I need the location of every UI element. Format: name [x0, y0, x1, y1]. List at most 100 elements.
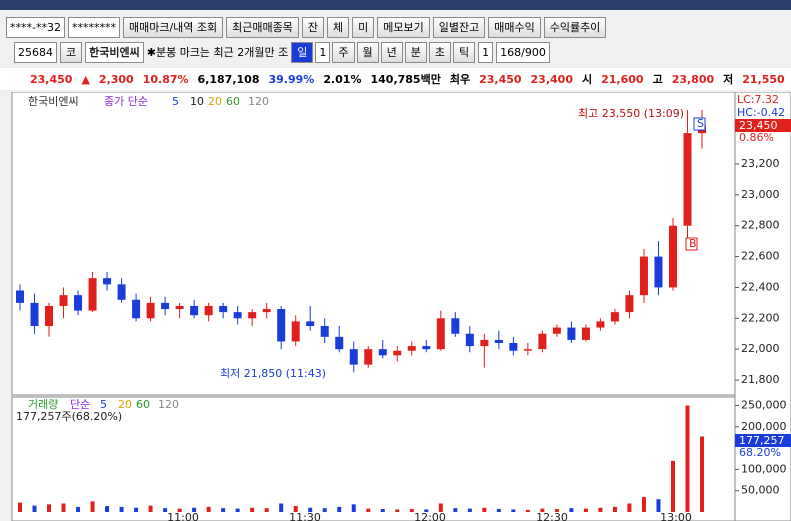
- stock-name: 한국비엔씨: [85, 41, 144, 63]
- candle-body: [175, 305, 184, 310]
- volume-bar: [453, 508, 458, 512]
- period-button[interactable]: 월: [356, 41, 379, 63]
- ask: 23,450: [479, 72, 522, 86]
- candle-body: [146, 302, 155, 319]
- legend-period: 120: [248, 95, 269, 108]
- volume-bar: [163, 508, 168, 512]
- volume-bar: [47, 504, 52, 512]
- candle-body: [523, 349, 532, 351]
- volume-period: 5: [100, 398, 107, 411]
- best-label: 최우: [449, 73, 471, 86]
- volume-bar: [366, 508, 371, 512]
- candle-body: [422, 346, 431, 350]
- period-value[interactable]: 1: [315, 41, 331, 63]
- candle-body: [45, 305, 54, 327]
- price-tag: [735, 119, 791, 132]
- volume: 6,187,108: [197, 72, 260, 86]
- candle-body: [16, 290, 24, 303]
- period-button[interactable]: 일: [291, 41, 314, 63]
- volume-bar: [583, 508, 588, 512]
- y-tick-label: 23,000: [741, 188, 780, 201]
- volume-bar: [322, 508, 327, 512]
- candle-body: [262, 309, 271, 313]
- volume-bar: [18, 502, 22, 512]
- period-button[interactable]: 초: [428, 41, 452, 63]
- price-tag-label: 23,450: [739, 119, 778, 132]
- candle-body: [480, 339, 489, 347]
- candle-body: [291, 321, 300, 342]
- high: 23,800: [671, 72, 715, 86]
- candle-body: [538, 333, 547, 350]
- toolbar-button[interactable]: 메모보기: [377, 16, 430, 38]
- volume-bar: [90, 501, 95, 512]
- volume-bar: [496, 509, 501, 512]
- candle-body: [552, 327, 561, 334]
- toolbar-button[interactable]: 잔: [301, 16, 324, 38]
- volume-bar: [511, 509, 516, 512]
- candle-body: [74, 295, 83, 311]
- bid: 23,400: [530, 72, 573, 86]
- toolbar-button[interactable]: 수익률추이: [543, 16, 607, 38]
- signal: S: [697, 117, 704, 130]
- toolbar-button[interactable]: 체: [327, 16, 350, 38]
- volume-period: 60: [136, 398, 150, 411]
- volume-bar: [177, 508, 182, 512]
- period-button[interactable]: 주: [332, 41, 355, 63]
- candle-body: [306, 321, 315, 327]
- max-note: 최고 23,550 (13:09): [578, 107, 684, 120]
- toolbar-button[interactable]: 매매수익: [488, 16, 541, 38]
- y-tick-label: 22,800: [741, 219, 780, 232]
- candle-body: [610, 312, 619, 322]
- candle-body: [596, 321, 605, 328]
- open-label: 시: [581, 73, 593, 86]
- toolbar-button[interactable]: 최근매매종목: [226, 16, 299, 38]
- toolbar-button[interactable]: 미: [352, 16, 375, 38]
- period-button[interactable]: 틱: [453, 41, 476, 63]
- volume-period: 120: [158, 398, 179, 411]
- y-tick-label: 23,200: [741, 157, 780, 170]
- candle-body: [407, 346, 416, 351]
- price-panel: [11, 92, 736, 396]
- volume-bar: [409, 509, 414, 512]
- candle-body: [436, 318, 445, 350]
- candle-body: [132, 299, 141, 319]
- toolbar-button[interactable]: 매매마크/내역 조회: [122, 16, 224, 38]
- volume-bar: [192, 507, 197, 512]
- y-tick-label: 200,000: [741, 420, 787, 433]
- candle-body: [683, 133, 692, 226]
- candle-body: [219, 305, 228, 313]
- open: 21,600: [601, 72, 644, 86]
- period-button[interactable]: 분: [404, 41, 427, 63]
- ratio: 2.01%: [323, 72, 362, 86]
- volume-bar: [279, 503, 284, 512]
- arrow: ▲: [81, 72, 90, 86]
- toolbar-buttons: 매매마크/내역 조회 최근매매종목 잔 체 미 메모보기 일별잔고 매매수익 수익률추이: [122, 16, 607, 38]
- interval-input[interactable]: 1: [478, 41, 494, 63]
- volume-title: 거래량: [28, 398, 58, 411]
- signal-box: [693, 117, 706, 131]
- toolbar-button[interactable]: 일별잔고: [432, 16, 486, 38]
- volume-bar: [656, 499, 661, 512]
- y-tick-label: 22,600: [741, 250, 780, 263]
- period-button[interactable]: 년: [380, 41, 403, 63]
- code-input[interactable]: 25684: [14, 41, 57, 63]
- toolbar: ****-**32 ******** 매매마크/내역 조회 최근매매종목 잔 체 미 메모…: [0, 15, 791, 39]
- candle-body: [335, 336, 344, 350]
- volume-bar: [540, 508, 545, 512]
- volume-tag-label: 177,257: [739, 434, 785, 447]
- change: 2,300: [98, 72, 134, 86]
- volume-bar: [482, 507, 487, 512]
- password-input[interactable]: ********: [67, 16, 120, 38]
- title-bar: [0, 0, 791, 10]
- x-tick-label: 12:00: [414, 511, 446, 521]
- count-input[interactable]: 168/900: [496, 41, 550, 63]
- volume-bar: [351, 504, 356, 512]
- candle-body: [393, 350, 402, 356]
- account-input[interactable]: ****-**32: [6, 16, 65, 38]
- market-button[interactable]: 코: [60, 41, 83, 63]
- volume-bar: [598, 507, 603, 512]
- volume-bar: [119, 506, 124, 512]
- candle-body: [277, 309, 286, 342]
- candle-body: [581, 327, 590, 340]
